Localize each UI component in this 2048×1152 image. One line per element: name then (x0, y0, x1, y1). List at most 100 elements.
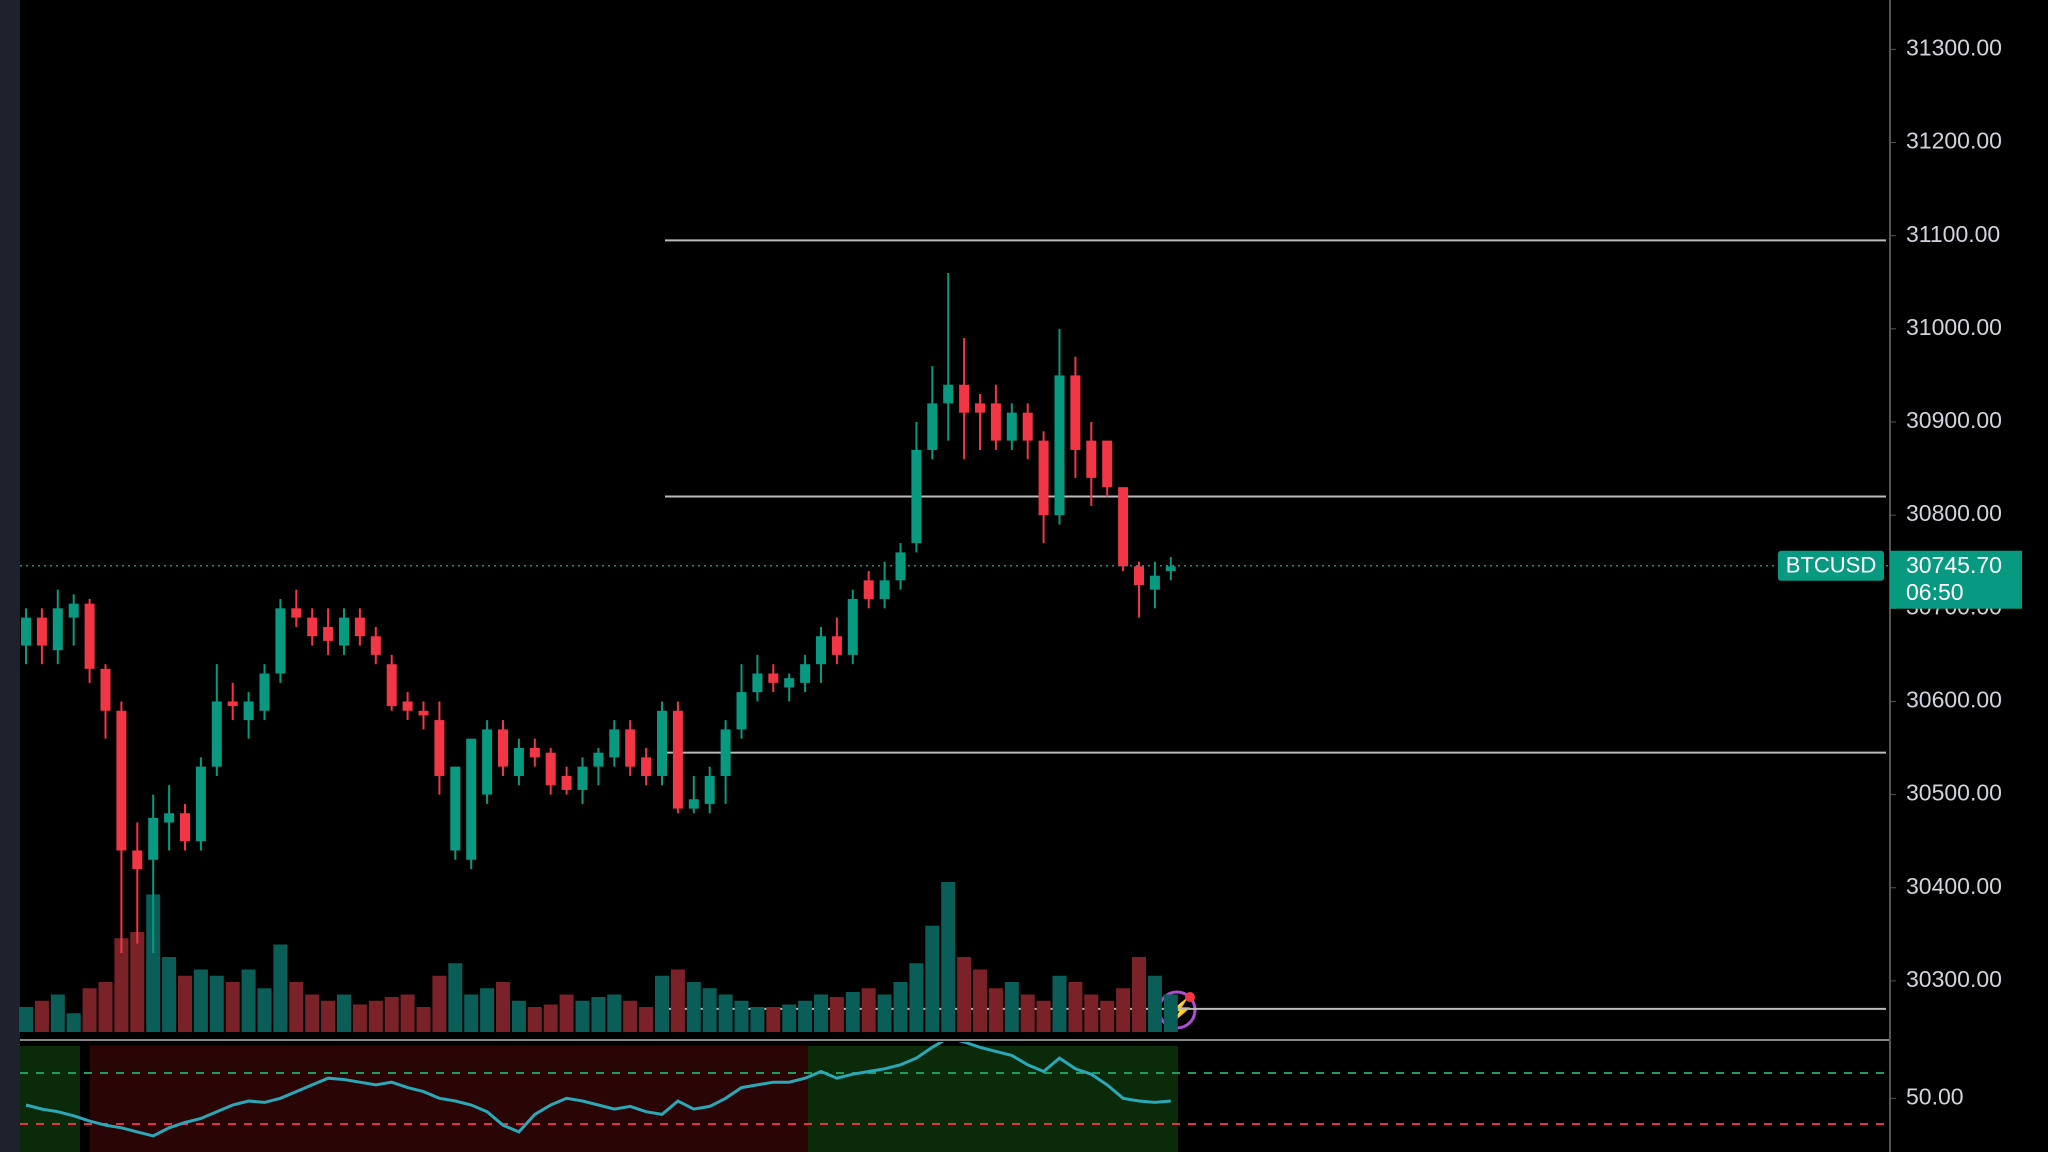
volume-bar (686, 982, 701, 1032)
candle (895, 543, 906, 590)
candle (450, 766, 461, 860)
candle (704, 766, 715, 814)
candle-body (482, 729, 493, 795)
last-price-label: 30745.70 (1906, 552, 2002, 578)
candle (1070, 356, 1081, 478)
rsi-line (25, 1042, 1171, 1138)
candle-body (164, 813, 175, 823)
candle-body (370, 636, 381, 655)
candle (354, 608, 365, 646)
volume-bar (988, 988, 1003, 1032)
candle-body (895, 552, 906, 581)
candle (84, 598, 95, 683)
y-tick-label: 30800.00 (1906, 500, 2002, 526)
candle (227, 682, 238, 721)
volume-bar (925, 925, 940, 1032)
volume-bar (655, 975, 669, 1032)
rsi-zone (20, 1046, 80, 1152)
volume-bar (337, 994, 351, 1032)
volume-bar (225, 982, 240, 1032)
candle-body (1022, 412, 1033, 441)
candle-body (227, 701, 238, 707)
candle-body (513, 748, 524, 776)
candle (180, 803, 190, 851)
volume-bar (1132, 957, 1146, 1032)
candle-body (545, 752, 556, 786)
candle-body (943, 384, 954, 404)
volume-bar (146, 894, 161, 1032)
volume-bar (845, 992, 860, 1032)
candle-body (259, 673, 270, 711)
candle-body (148, 817, 159, 860)
volume-bar (130, 932, 145, 1032)
candle-body (434, 720, 445, 776)
candle-body (1086, 440, 1097, 478)
candle-body (36, 617, 47, 646)
candle-body (911, 449, 922, 544)
volume-bar (607, 994, 622, 1032)
candle-body (672, 710, 683, 809)
y-tick-label: 30500.00 (1906, 780, 2002, 806)
candle (195, 757, 206, 851)
candle (609, 720, 620, 767)
volume-bar (50, 994, 65, 1032)
volume-bar (527, 1007, 542, 1032)
candle-body (1134, 566, 1144, 586)
candle (593, 748, 604, 786)
candle-body (831, 636, 842, 655)
candle (641, 748, 652, 786)
candle-body (243, 701, 254, 721)
candle (1038, 431, 1049, 544)
candle (1086, 421, 1097, 506)
candle-body (720, 729, 731, 776)
volume-bar (1068, 982, 1083, 1032)
candle (1054, 328, 1065, 525)
y-tick-label: 30400.00 (1906, 873, 2002, 899)
volume-bar (670, 969, 685, 1032)
candle (259, 664, 270, 721)
candle (275, 598, 286, 683)
candle-body (1149, 575, 1160, 590)
candle-body (132, 850, 143, 870)
y-tick-label: 31300.00 (1906, 34, 2002, 60)
y-tick-label: 30900.00 (1906, 407, 2002, 433)
candle-body (195, 766, 206, 842)
volume-bar (893, 982, 908, 1032)
left-edge (0, 0, 20, 1152)
y-tick-label: 30600.00 (1906, 687, 2002, 713)
candle-body (784, 678, 795, 688)
rsi-tick-label: 50.00 (1906, 1083, 1964, 1109)
volume-bar (1020, 994, 1035, 1032)
volume-bar (543, 1004, 558, 1032)
candle (68, 594, 79, 646)
candle-body (1038, 440, 1049, 516)
volume-bar (352, 1004, 367, 1032)
candle-body (879, 580, 890, 599)
candle (164, 785, 175, 851)
candle (211, 664, 222, 776)
candle (52, 589, 63, 665)
volume-bar (575, 1000, 590, 1032)
volume-bar (702, 988, 717, 1032)
candle-body (641, 757, 652, 776)
y-tick-label: 30300.00 (1906, 966, 2002, 992)
candle (307, 608, 318, 646)
candle-body (1102, 440, 1113, 488)
candle-body (704, 775, 715, 804)
candle (561, 766, 572, 795)
candle-body (1165, 566, 1176, 572)
volume-bar (19, 1007, 33, 1032)
candle (1022, 403, 1033, 460)
y-tick-label: 31200.00 (1906, 128, 2002, 154)
candle-body (609, 729, 620, 758)
candle-body (1118, 487, 1129, 567)
y-tick-label: 31100.00 (1906, 221, 2000, 247)
candle-body (498, 729, 508, 767)
volume-bar (241, 969, 256, 1032)
candle-body (84, 603, 95, 669)
volume-bar (480, 988, 495, 1032)
candle (672, 701, 683, 814)
volume-bar (496, 982, 510, 1032)
candle-body (625, 729, 636, 767)
candle (990, 384, 1001, 450)
